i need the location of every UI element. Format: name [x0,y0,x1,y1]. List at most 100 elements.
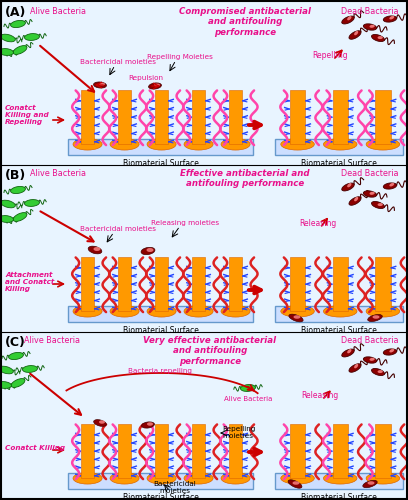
Ellipse shape [372,368,384,376]
Ellipse shape [373,316,379,319]
Ellipse shape [221,138,250,150]
Ellipse shape [383,183,397,189]
Text: Effective antibacterial and
antifouling performance: Effective antibacterial and antifouling … [180,169,310,188]
Ellipse shape [377,36,383,39]
Ellipse shape [147,306,176,317]
Text: Conatct
Killing and
Repelling: Conatct Killing and Repelling [5,105,49,125]
Bar [333,258,348,312]
Ellipse shape [241,384,255,392]
Ellipse shape [364,24,377,30]
Text: Very effective antibacterial
and antifouling
performance: Very effective antibacterial and antifou… [144,336,277,366]
Ellipse shape [366,472,400,484]
Ellipse shape [99,420,105,424]
Bar [375,258,390,312]
Ellipse shape [342,16,354,24]
Bar [2,332,406,498]
FancyBboxPatch shape [68,138,253,155]
Ellipse shape [293,316,301,319]
Text: (A): (A) [5,6,27,19]
Bar [290,90,305,144]
Text: Alive Bacteria: Alive Bacteria [224,396,272,402]
Ellipse shape [324,472,357,484]
Text: Compromised antibacterial
and antifouling
performance: Compromised antibacterial and antifoulin… [179,7,311,37]
Ellipse shape [342,349,354,357]
Ellipse shape [0,382,11,388]
Text: Biomaterial Surface: Biomaterial Surface [301,159,377,168]
Ellipse shape [184,138,213,150]
Ellipse shape [73,306,102,317]
Ellipse shape [142,422,155,428]
Ellipse shape [149,83,162,89]
Ellipse shape [347,183,351,188]
Ellipse shape [0,48,13,56]
Ellipse shape [154,84,160,86]
Ellipse shape [349,196,361,205]
Ellipse shape [281,138,314,150]
Ellipse shape [324,306,357,317]
Ellipse shape [141,248,155,254]
Text: Alive Bacteria: Alive Bacteria [30,7,86,16]
Ellipse shape [13,212,27,222]
Ellipse shape [389,349,394,352]
Ellipse shape [347,16,351,20]
Ellipse shape [93,247,100,251]
Ellipse shape [24,34,40,40]
Ellipse shape [110,472,139,484]
Ellipse shape [342,183,354,191]
Ellipse shape [293,481,299,485]
Ellipse shape [184,306,213,317]
Ellipse shape [377,370,383,373]
Ellipse shape [22,366,38,372]
Text: Biomaterial Surface: Biomaterial Surface [122,493,198,500]
Text: (B): (B) [5,169,26,182]
Ellipse shape [366,138,400,150]
Bar [118,90,131,144]
Text: Releasing: Releasing [299,219,337,228]
Ellipse shape [324,138,357,150]
Text: Attachment
and Conatct
Killing: Attachment and Conatct Killing [5,272,54,292]
Text: Releasing: Releasing [302,391,339,400]
Bar [192,90,205,144]
Ellipse shape [73,472,102,484]
Ellipse shape [383,16,397,22]
Bar [2,2,406,165]
Ellipse shape [368,481,375,485]
Ellipse shape [389,16,394,20]
Ellipse shape [366,306,400,317]
Bar [290,424,305,478]
Bar [81,424,94,478]
Bar [155,424,168,478]
Ellipse shape [110,138,139,150]
FancyBboxPatch shape [275,306,403,322]
Ellipse shape [370,192,375,195]
Bar [2,165,406,332]
Ellipse shape [372,202,384,208]
Text: Dead Bacteria: Dead Bacteria [341,7,399,16]
Ellipse shape [147,422,153,426]
Ellipse shape [11,186,25,194]
FancyBboxPatch shape [275,472,403,489]
Ellipse shape [354,364,358,368]
Bar [290,258,305,312]
Ellipse shape [370,24,375,28]
Ellipse shape [383,349,397,355]
Bar [229,258,242,312]
Bar [229,90,242,144]
Ellipse shape [221,472,250,484]
Text: Releasing moieties: Releasing moieties [151,220,219,226]
FancyBboxPatch shape [68,306,253,322]
Ellipse shape [354,197,358,202]
Bar [192,258,205,312]
Text: Biomaterial Surface: Biomaterial Surface [301,493,377,500]
Text: Repelling: Repelling [312,51,348,60]
Ellipse shape [364,357,377,363]
Ellipse shape [370,358,375,361]
Ellipse shape [0,366,13,374]
Text: Conatct Killing: Conatct Killing [5,445,65,451]
Bar [229,424,242,478]
Text: Biomaterial Surface: Biomaterial Surface [301,326,377,335]
Text: Dead Bacteria: Dead Bacteria [341,169,399,178]
Ellipse shape [13,46,27,54]
Ellipse shape [184,472,213,484]
Text: Bactericidal
moieties: Bactericidal moieties [154,481,196,494]
